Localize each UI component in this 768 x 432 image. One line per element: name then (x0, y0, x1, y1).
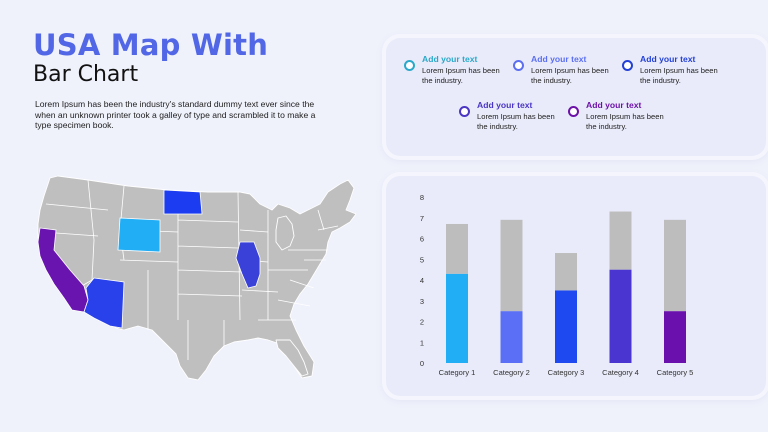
legend-item-2: Add your text Lorem Ipsum has been the i… (513, 54, 623, 94)
legend-item-1: Add your text Lorem Ipsum has been the i… (404, 54, 514, 94)
x-tick-label: Category 2 (493, 368, 530, 377)
y-tick-label: 0 (420, 359, 424, 368)
bar-segment-remainder (609, 211, 632, 270)
y-tick-label: 2 (420, 318, 424, 327)
map-base-great-lakes-mi (275, 215, 295, 251)
bar-segment-remainder (664, 219, 686, 312)
y-tick-label: 8 (420, 193, 424, 202)
state-wyoming (117, 217, 161, 253)
state-california (37, 227, 89, 313)
description-text: Lorem Ipsum has been the industry's stan… (35, 99, 316, 131)
state-arizona (83, 277, 125, 329)
y-tick-label: 7 (420, 214, 424, 223)
legend-title: Add your text (422, 54, 478, 64)
legend-title: Add your text (586, 100, 642, 110)
x-tick-label: Category 1 (439, 368, 476, 377)
circle-icon (459, 106, 470, 117)
bar-segment-remainder (446, 223, 468, 274)
y-axis: 0 1 2 3 4 5 6 7 8 (420, 193, 424, 368)
usa-map (37, 175, 357, 381)
legend-item-4: Add your text Lorem Ipsum has been the i… (459, 100, 569, 140)
circle-icon (513, 60, 524, 71)
bar-segment-primary (555, 290, 577, 363)
bar-segment-primary (500, 311, 523, 363)
legend-body: Lorem Ipsum has been the industry. (531, 66, 609, 85)
circle-icon (622, 60, 633, 71)
legend-title: Add your text (531, 54, 587, 64)
y-tick-label: 3 (420, 297, 424, 306)
legend-item-3: Add your text Lorem Ipsum has been the i… (622, 54, 732, 94)
x-tick-label: Category 3 (548, 368, 585, 377)
map-base-florida (275, 339, 309, 377)
state-north-dakota (163, 189, 203, 215)
legend-title: Add your text (640, 54, 696, 64)
legend-body: Lorem Ipsum has been the industry. (422, 66, 500, 85)
y-tick-label: 4 (420, 276, 424, 285)
y-tick-label: 6 (420, 235, 424, 244)
legend-body: Lorem Ipsum has been the industry. (477, 112, 555, 131)
page-title-line2: Bar Chart (33, 62, 139, 87)
x-tick-label: Category 5 (657, 368, 694, 377)
bar-chart: 0 1 2 3 4 5 6 7 8 Category 1 Category 2 Category 3… (420, 193, 694, 377)
legend-body: Lorem Ipsum has been the industry. (640, 66, 718, 85)
state-illinois (235, 241, 261, 289)
legend-title: Add your text (477, 100, 533, 110)
bar-segment-primary (664, 311, 686, 363)
usa-map-highlights (37, 189, 261, 329)
bar-segment-remainder (500, 219, 523, 312)
legend-body: Lorem Ipsum has been the industry. (586, 112, 664, 131)
x-axis: Category 1 Category 2 Category 3 Category 4… (439, 368, 694, 377)
page-title-line1: USA Map With (33, 28, 269, 62)
circle-icon (568, 106, 579, 117)
bar-series (446, 211, 686, 363)
bar-segment-remainder (555, 253, 577, 291)
legend-panel: Add your text Lorem Ipsum has been the i… (386, 38, 766, 156)
y-tick-label: 5 (420, 255, 424, 264)
x-tick-label: Category 4 (602, 368, 639, 377)
circle-icon (404, 60, 415, 71)
legend-item-5: Add your text Lorem Ipsum has been the i… (568, 100, 678, 140)
bar-segment-primary (446, 273, 468, 363)
y-tick-label: 1 (420, 338, 424, 347)
bar-segment-primary (609, 269, 632, 363)
